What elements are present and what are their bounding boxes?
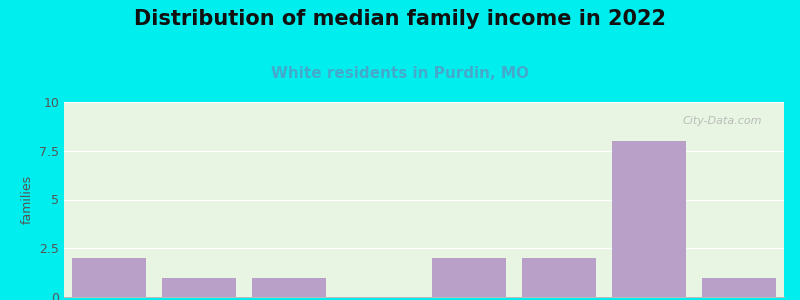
Bar	[72, 258, 146, 297]
Bar	[702, 278, 776, 297]
Bar	[612, 141, 686, 297]
Bar	[252, 278, 326, 297]
Bar	[522, 258, 596, 297]
Bar	[432, 258, 506, 297]
Text: White residents in Purdin, MO: White residents in Purdin, MO	[271, 66, 529, 81]
Y-axis label: families: families	[21, 175, 34, 224]
Text: Distribution of median family income in 2022: Distribution of median family income in …	[134, 9, 666, 29]
Bar	[162, 278, 236, 297]
Text: City-Data.com: City-Data.com	[683, 116, 762, 126]
